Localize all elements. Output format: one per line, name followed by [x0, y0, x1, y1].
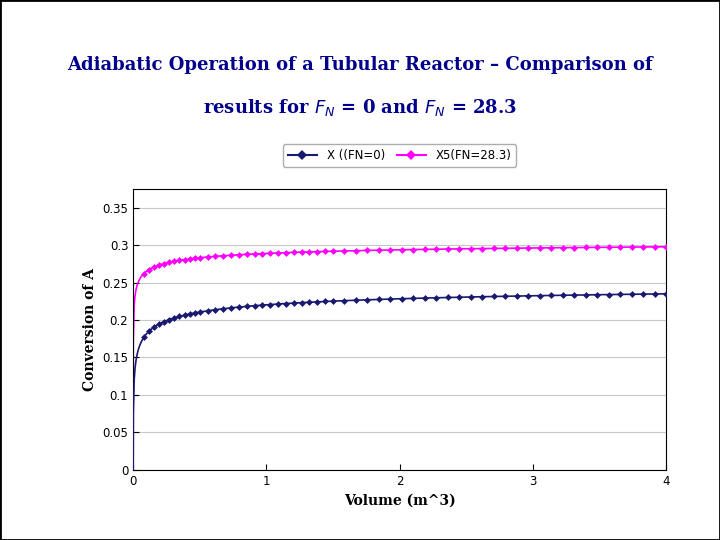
- Legend: X ((FN=0), X5(FN=28.3): X ((FN=0), X5(FN=28.3): [283, 144, 516, 167]
- Y-axis label: Conversion of A: Conversion of A: [83, 268, 96, 391]
- X-axis label: Volume (m^3): Volume (m^3): [343, 493, 456, 507]
- Text: results for $F_N$ = 0 and $F_N$ = 28.3: results for $F_N$ = 0 and $F_N$ = 28.3: [203, 98, 517, 118]
- Text: Adiabatic Operation of a Tubular Reactor – Comparison of: Adiabatic Operation of a Tubular Reactor…: [67, 56, 653, 74]
